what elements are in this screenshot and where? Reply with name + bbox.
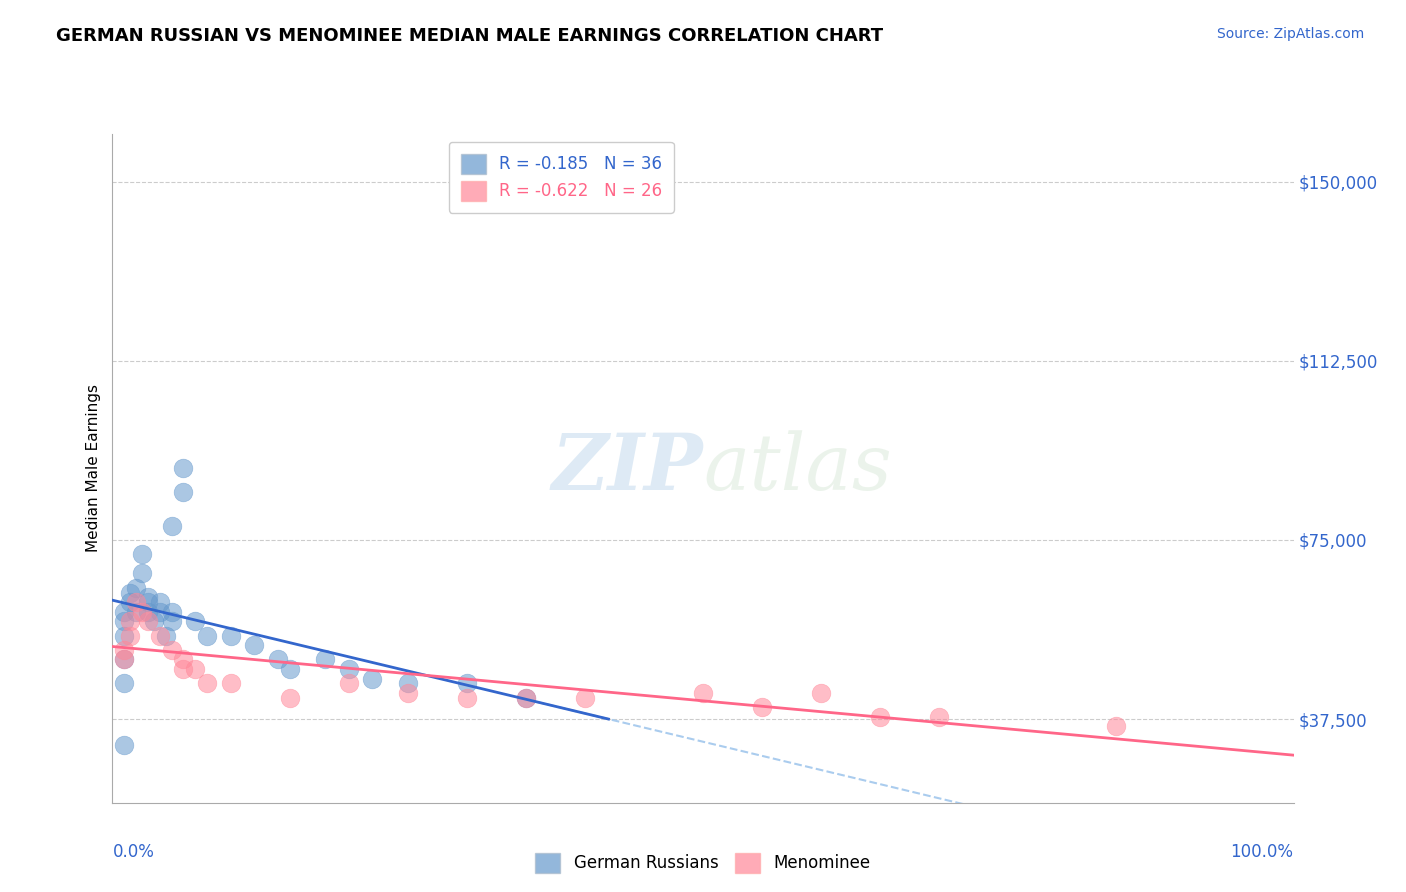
Point (278, 690, 301, 705)
Point (243, 638, 266, 652)
Point (125, 581, 148, 595)
Point (149, 605, 172, 619)
Point (396, 686, 419, 700)
Point (155, 628, 177, 642)
Point (692, 686, 714, 700)
Point (456, 690, 478, 705)
Point (195, 676, 218, 690)
Point (120, 585, 142, 599)
Point (172, 662, 194, 676)
Point (125, 595, 148, 609)
Text: atlas: atlas (703, 430, 891, 507)
Text: GERMAN RUSSIAN VS MENOMINEE MEDIAN MALE EARNINGS CORRELATION CHART: GERMAN RUSSIAN VS MENOMINEE MEDIAN MALE … (56, 27, 883, 45)
Point (120, 614, 142, 628)
Point (142, 614, 165, 628)
Point (131, 566, 153, 581)
Point (120, 595, 142, 609)
Point (1105, 719, 1128, 733)
Point (172, 652, 194, 666)
Text: Source: ZipAtlas.com: Source: ZipAtlas.com (1216, 27, 1364, 41)
Point (314, 652, 336, 666)
Point (810, 686, 832, 700)
Point (751, 700, 773, 714)
Point (112, 614, 135, 628)
Point (112, 676, 135, 690)
Point (456, 676, 478, 690)
Point (361, 672, 384, 686)
Point (869, 710, 891, 724)
Point (112, 652, 135, 666)
Point (515, 690, 537, 705)
Legend: German Russians, Menominee: German Russians, Menominee (527, 845, 879, 881)
Point (160, 614, 183, 628)
Point (219, 628, 242, 642)
Point (219, 676, 242, 690)
Point (928, 710, 950, 724)
Point (149, 595, 172, 609)
Point (267, 652, 290, 666)
Point (160, 605, 183, 619)
Point (120, 628, 142, 642)
Text: 0.0%: 0.0% (112, 843, 155, 861)
Point (149, 628, 172, 642)
Point (160, 518, 183, 533)
Point (131, 547, 153, 561)
Point (112, 605, 135, 619)
Point (112, 643, 135, 657)
Y-axis label: Median Male Earnings: Median Male Earnings (86, 384, 101, 552)
Point (515, 690, 537, 705)
Point (184, 614, 207, 628)
Point (136, 591, 159, 605)
Point (136, 614, 159, 628)
Point (136, 605, 159, 619)
Text: ZIP: ZIP (551, 430, 703, 507)
Point (337, 662, 360, 676)
Point (112, 652, 135, 666)
Point (160, 643, 183, 657)
Point (172, 461, 194, 475)
Point (125, 605, 148, 619)
Point (195, 628, 218, 642)
Point (172, 485, 194, 500)
Point (396, 676, 419, 690)
Point (574, 690, 596, 705)
Point (131, 605, 153, 619)
Point (112, 739, 135, 753)
Point (184, 662, 207, 676)
Point (337, 676, 360, 690)
Text: 100.0%: 100.0% (1230, 843, 1294, 861)
Point (112, 628, 135, 642)
Point (278, 662, 301, 676)
Point (136, 595, 159, 609)
